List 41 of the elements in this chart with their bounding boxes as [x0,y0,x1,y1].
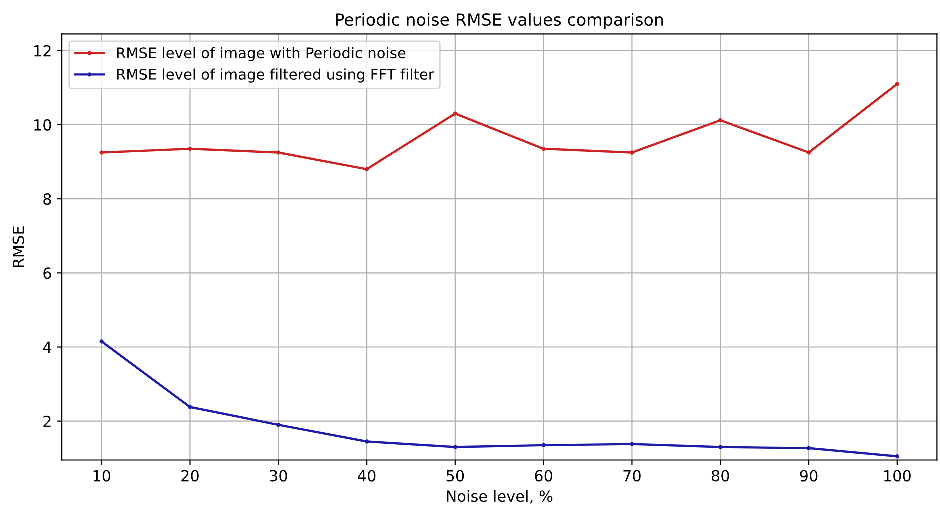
x-tick-label: 80 [712,470,730,482]
x-axis-title: Noise level, % [447,490,553,504]
point [630,150,634,155]
y-tick-label: 2 [44,416,51,428]
x-tick-label: 50 [446,470,464,482]
x-tick-label: 90 [800,470,818,482]
point [542,146,546,152]
point [276,422,281,428]
legend-label: RMSE level of image filtered using FFT filter [117,68,434,83]
point [542,443,546,448]
x-tick-label: 20 [182,470,199,482]
point [100,340,104,344]
point [806,446,812,450]
x-tick-label: 10 [94,470,111,482]
point [188,146,192,152]
y-tick-label: 6 [44,268,52,280]
point [276,150,281,155]
point [895,82,900,86]
point [453,445,458,450]
point [895,454,900,459]
y-axis-title: RMSE [12,226,24,268]
point [718,445,723,450]
x-tick-label: 40 [358,470,376,482]
x-tick-label: 70 [624,470,641,482]
point [364,167,370,172]
x-tick-label: 100 [884,470,911,482]
legend-label: RMSE level of image with Periodic noise [117,47,406,62]
y-tick-label: 4 [43,342,52,354]
y-tick-label: 12 [34,45,51,57]
y-tick-label: 8 [44,194,52,206]
point [453,112,458,116]
point [806,150,812,155]
point [630,442,634,446]
y-tick-label: 10 [34,119,52,131]
chart-title: Periodic noise RMSE values comparison [336,13,664,30]
point [100,150,104,155]
x-tick-label: 60 [535,470,553,482]
point [718,118,723,123]
point [188,405,192,410]
x-tick-label: 30 [270,470,288,482]
point [364,440,370,444]
